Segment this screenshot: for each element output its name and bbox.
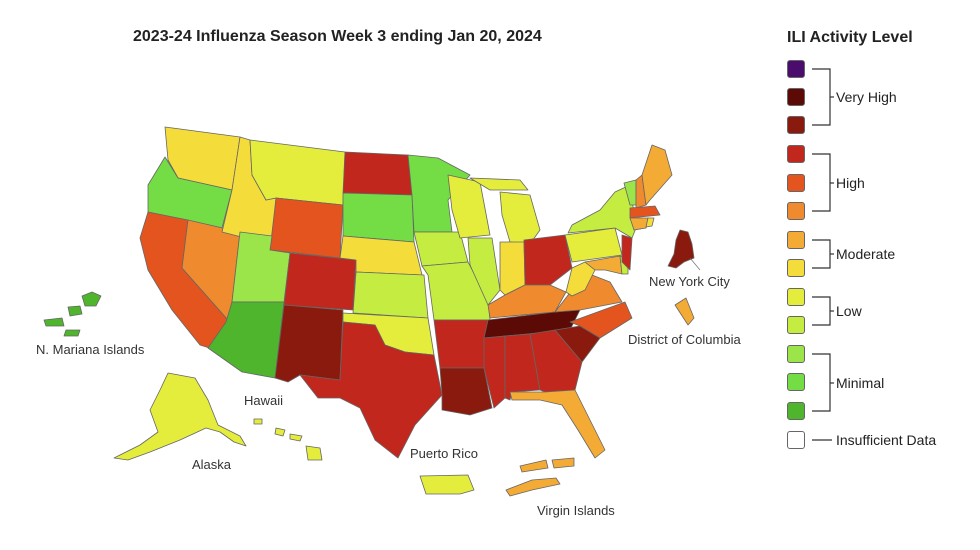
state-minnesota[interactable] bbox=[407, 154, 471, 233]
state-michigan-up[interactable] bbox=[469, 177, 529, 191]
legend-swatch-14 bbox=[787, 431, 805, 449]
state-north-carolina[interactable] bbox=[569, 301, 633, 339]
legend-swatch-2 bbox=[787, 88, 805, 106]
state-mississippi[interactable] bbox=[483, 335, 506, 409]
state-maryland[interactable] bbox=[584, 255, 623, 275]
region-puerto-rico[interactable] bbox=[419, 474, 475, 495]
region-new-york-city[interactable] bbox=[667, 229, 695, 269]
state-texas[interactable] bbox=[299, 321, 443, 459]
state-rhode-island[interactable] bbox=[645, 217, 655, 228]
state-ohio[interactable] bbox=[523, 234, 573, 286]
state-new-jersey[interactable] bbox=[621, 234, 633, 271]
legend-title: ILI Activity Level bbox=[787, 29, 913, 46]
legend-swatch-6 bbox=[787, 202, 805, 220]
state-connecticut[interactable] bbox=[629, 217, 649, 231]
legend-swatch-10 bbox=[787, 316, 805, 334]
legend-label-insufficient: Insufficient Data bbox=[836, 432, 937, 448]
state-massachusetts[interactable] bbox=[629, 205, 661, 219]
label-mariana: N. Mariana Islands bbox=[36, 342, 145, 357]
legend-swatch-8 bbox=[787, 259, 805, 277]
label-nyc: New York City bbox=[649, 274, 730, 289]
state-kentucky[interactable] bbox=[487, 284, 567, 319]
region-mariana-islands[interactable] bbox=[43, 291, 102, 337]
label-alaska: Alaska bbox=[192, 457, 232, 472]
state-florida[interactable] bbox=[509, 389, 606, 459]
legend-label-minimal: Minimal bbox=[836, 375, 885, 391]
legend-swatch-7 bbox=[787, 231, 805, 249]
legend-swatch-4 bbox=[787, 145, 805, 163]
state-illinois[interactable] bbox=[467, 237, 501, 306]
label-hawaii: Hawaii bbox=[244, 393, 284, 408]
legend-swatch-13 bbox=[787, 402, 805, 420]
legend-swatch-9 bbox=[787, 288, 805, 306]
legend-label-very-high: Very High bbox=[836, 89, 897, 105]
label-puerto-rico: Puerto Rico bbox=[410, 446, 478, 461]
legend-swatch-11 bbox=[787, 345, 805, 363]
legend-swatch-5 bbox=[787, 174, 805, 192]
nyc-leader bbox=[689, 257, 701, 271]
region-hawaii[interactable] bbox=[253, 418, 323, 461]
region-alaska[interactable] bbox=[113, 372, 247, 461]
legend-label-moderate: Moderate bbox=[836, 246, 896, 262]
region-district-of-columbia[interactable] bbox=[674, 297, 695, 326]
legend-swatch-1 bbox=[787, 60, 805, 78]
legend-label-high: High bbox=[836, 175, 865, 191]
label-virgin-islands: Virgin Islands bbox=[537, 503, 615, 518]
legend-swatch-3 bbox=[787, 116, 805, 134]
legend-label-low: Low bbox=[836, 303, 862, 319]
label-dc: District of Columbia bbox=[628, 332, 741, 347]
legend-swatch-12 bbox=[787, 373, 805, 391]
region-virgin-islands[interactable] bbox=[505, 457, 575, 497]
map-title: 2023-24 Influenza Season Week 3 ending J… bbox=[133, 28, 542, 45]
state-maine[interactable] bbox=[641, 144, 673, 206]
